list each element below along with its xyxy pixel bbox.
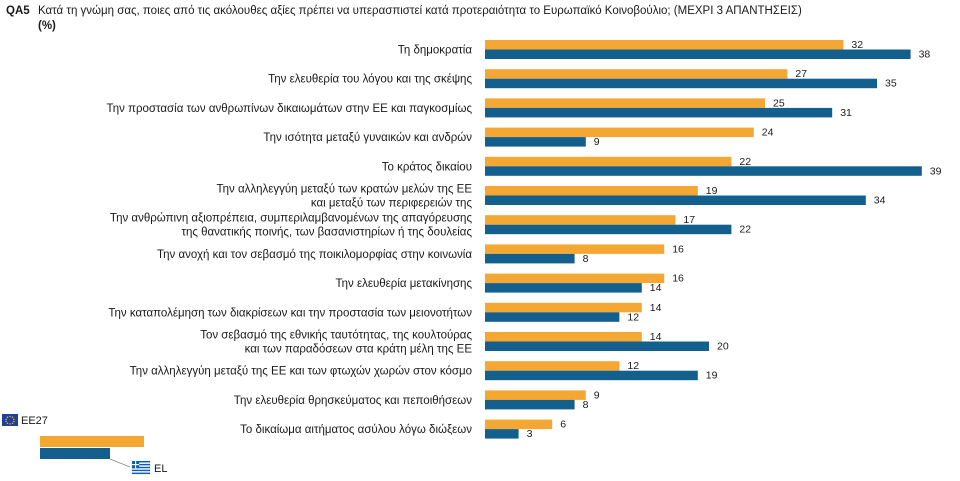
value-label-eu27: 32 [851, 39, 863, 51]
category-label: Την καταπολέμηση των διακρίσεων και την … [108, 307, 472, 319]
value-label-eu27: 16 [672, 273, 684, 285]
value-label-el: 3 [527, 428, 533, 440]
eu-flag-icon [2, 414, 18, 426]
bar-eu27 [485, 186, 698, 196]
bar-el [485, 429, 519, 439]
category-label: Την ισότητα μεταξύ γυναικών και ανδρών [263, 132, 472, 144]
value-label-el: 8 [583, 253, 589, 265]
category-label: Την ανοχή και τον σεβασμό της ποικιλομορ… [157, 249, 472, 261]
value-label-eu27: 9 [594, 389, 600, 401]
bar-el [485, 49, 911, 59]
unit-label: (%) [38, 20, 56, 32]
bar-eu27 [485, 127, 754, 138]
category-label: Την αλληλεγγύη μεταξύ των κρατών μελών τ… [216, 184, 472, 196]
value-label-eu27: 27 [795, 68, 807, 80]
legend: EE27 EL [2, 414, 167, 475]
category-label: της θανατικής ποινής, των βασανιστηρίων … [181, 227, 472, 239]
bar-eu27 [485, 361, 620, 371]
bar-eu27 [485, 302, 642, 313]
greek-flag-icon [131, 460, 151, 475]
value-label-el: 14 [650, 282, 662, 294]
bar-el [485, 166, 922, 176]
bar-eu27 [485, 273, 665, 284]
bar-el [485, 107, 833, 118]
value-label-eu27: 24 [762, 127, 774, 139]
value-label-eu27: 14 [650, 302, 662, 314]
value-label-el: 22 [739, 224, 751, 236]
value-label-el: 38 [919, 49, 931, 61]
question-code: QA5 [6, 5, 30, 17]
value-label-eu27: 16 [672, 243, 684, 255]
value-label-eu27: 22 [739, 156, 751, 168]
category-label: Τον σεβασμό της εθνικής ταυτότητας, της … [200, 330, 472, 342]
value-label-eu27: 14 [650, 331, 662, 343]
category-label: Την ελευθερία θρησκεύματος και πεποιθήσε… [234, 395, 472, 407]
bar-el [485, 78, 877, 89]
category-label: Την αλληλεγγύη μεταξύ της ΕΕ και των φτω… [130, 366, 472, 378]
bar-el [485, 399, 575, 410]
bar-eu27 [485, 215, 676, 225]
value-label-el: 31 [840, 107, 852, 119]
bar-eu27 [485, 390, 586, 400]
bar-eu27 [485, 40, 844, 50]
value-label-el: 8 [583, 399, 589, 411]
bar-eu27 [485, 69, 788, 79]
bar-eu27 [485, 332, 642, 342]
bar-el [485, 341, 709, 351]
value-label-el: 12 [627, 311, 639, 323]
value-label-eu27: 12 [627, 360, 639, 372]
category-label: Το δικαίωμα αιτήματος ασύλου λόγω διώξεω… [240, 424, 472, 436]
legend-el-label: EL [154, 463, 167, 475]
question-text: Κατά τη γνώμη σας, ποιες από τις ακόλουθ… [38, 5, 802, 17]
bar-eu27 [485, 156, 732, 167]
value-label-el: 39 [930, 165, 942, 177]
category-label: Την ανθρώπινη αξιοπρέπεια, συμπεριλαμβαν… [110, 213, 473, 225]
value-label-el: 9 [594, 136, 600, 148]
category-label: και μεταξύ των περιφερειών της [311, 198, 473, 210]
bar-eu27 [485, 419, 553, 430]
bar-el [485, 195, 866, 205]
category-label: Τη δημοκρατία [398, 45, 473, 57]
bar-eu27 [485, 244, 665, 254]
value-label-eu27: 19 [706, 185, 718, 197]
category-label: Την ελευθερία του λόγου και της σκέψης [268, 74, 472, 86]
value-label-el: 34 [874, 195, 886, 207]
bar-el [485, 224, 732, 235]
value-label-eu27: 25 [773, 97, 785, 109]
value-label-el: 35 [885, 78, 897, 90]
bar-el [485, 370, 698, 381]
category-label: Την ελευθερία μετακίνησης [335, 278, 472, 290]
legend-el-swatch [40, 448, 110, 459]
bar-el [485, 253, 575, 264]
legend-eu27-swatch [40, 436, 144, 447]
bar-el [485, 283, 642, 293]
category-label: και των παραδόσεων στα κράτη μέλη της ΕΕ [245, 344, 473, 356]
bar-el [485, 137, 586, 147]
value-label-eu27: 17 [683, 214, 695, 226]
bar-el [485, 312, 620, 322]
category-label: Το κράτος δικαίου [382, 161, 472, 173]
value-label-el: 20 [717, 341, 729, 353]
category-label: Την προστασία των ανθρωπίνων δικαιωμάτων… [107, 103, 473, 115]
value-label-el: 19 [706, 370, 718, 382]
legend-el-connector [109, 458, 131, 468]
value-label-eu27: 6 [560, 419, 566, 431]
legend-eu27-label: EE27 [21, 415, 48, 427]
bar-eu27 [485, 98, 765, 108]
